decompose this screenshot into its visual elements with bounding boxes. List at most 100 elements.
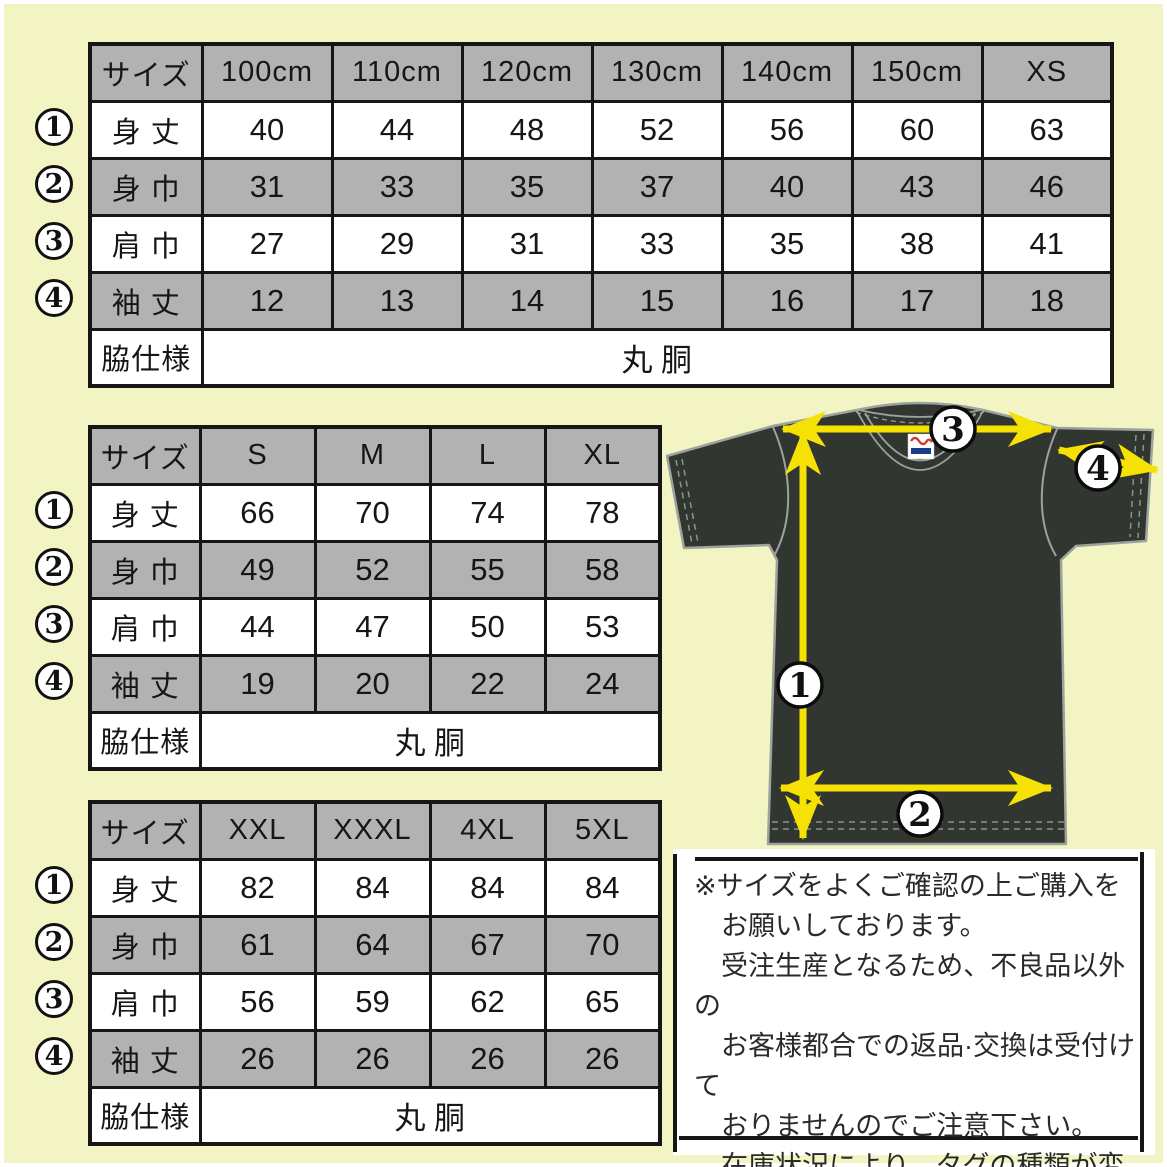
arrow-label-2: 2 (908, 795, 932, 835)
size-column-header: L (428, 425, 547, 486)
measurement-row-label: 肩 巾 (88, 213, 204, 274)
measurement-row-label: 身 巾 (88, 914, 202, 975)
measurement-value: 24 (543, 653, 662, 714)
circled-number: 2 (35, 548, 73, 586)
circled-number: 4 (35, 1037, 73, 1075)
circled-number: 2 (35, 923, 73, 961)
measurement-value: 29 (330, 213, 464, 274)
measurement-value: 20 (313, 653, 432, 714)
size-column-header: 110cm (330, 42, 464, 103)
size-column-header: XXXL (313, 800, 432, 861)
measurement-value: 52 (313, 539, 432, 600)
measurement-row: 袖 丈 26 26 26 26 (88, 1028, 662, 1089)
size-column-header: S (198, 425, 317, 486)
measurement-value: 12 (200, 270, 334, 331)
measurement-value: 63 (980, 99, 1114, 160)
measurement-row-label: 身 巾 (88, 156, 204, 217)
notice-border-top (695, 857, 1138, 861)
size-column-header: 5XL (543, 800, 662, 861)
measurement-value: 37 (590, 156, 724, 217)
measurement-value: 33 (330, 156, 464, 217)
measurement-value: 61 (198, 914, 317, 975)
measurement-value: 16 (720, 270, 854, 331)
arrow-label-1: 1 (788, 666, 812, 706)
notice-box (673, 849, 1155, 1155)
measurement-value: 26 (428, 1028, 547, 1089)
measurement-value: 31 (200, 156, 334, 217)
size-header-label: サイズ (88, 42, 204, 103)
measurement-value: 70 (313, 482, 432, 543)
measurement-row-label: 身 丈 (88, 99, 204, 160)
measurement-value: 46 (980, 156, 1114, 217)
size-column-header: 4XL (428, 800, 547, 861)
side-spec-value: 丸 胴 (200, 327, 1114, 388)
measurement-row: 肩 巾 56 59 62 65 (88, 971, 662, 1032)
measurement-value: 59 (313, 971, 432, 1032)
measurement-value: 44 (330, 99, 464, 160)
size-column-header: 100cm (200, 42, 334, 103)
size-header-label: サイズ (88, 425, 202, 486)
measurement-row: 袖 丈 12 13 14 15 16 17 18 (88, 270, 1114, 331)
measurement-row: 身 巾 49 52 55 58 (88, 539, 662, 600)
measurement-row-label: 身 巾 (88, 539, 202, 600)
measurement-row: 肩 巾 44 47 50 53 (88, 596, 662, 657)
measurement-value: 38 (850, 213, 984, 274)
measurement-value: 70 (543, 914, 662, 975)
measurement-value: 65 (543, 971, 662, 1032)
measurement-row: 身 丈 82 84 84 84 (88, 857, 662, 918)
measurement-value: 15 (590, 270, 724, 331)
notice-border-right (1140, 852, 1144, 1152)
size-column-header: M (313, 425, 432, 486)
measurement-value: 41 (980, 213, 1114, 274)
measurement-value: 18 (980, 270, 1114, 331)
size-column-header: 150cm (850, 42, 984, 103)
measurement-value: 14 (460, 270, 594, 331)
neck-tag (907, 433, 935, 460)
side-spec-value: 丸 胴 (198, 1085, 662, 1146)
side-spec-label: 脇仕様 (88, 710, 202, 771)
measurement-value: 52 (590, 99, 724, 160)
measurement-value: 13 (330, 270, 464, 331)
circled-number: 4 (35, 279, 73, 317)
measurement-value: 84 (313, 857, 432, 918)
measurement-row-label: 袖 丈 (88, 1028, 202, 1089)
measurement-value: 44 (198, 596, 317, 657)
measurement-value: 22 (428, 653, 547, 714)
arrow-label-4: 4 (1086, 449, 1110, 489)
measurement-value: 43 (850, 156, 984, 217)
measurement-value: 60 (850, 99, 984, 160)
circled-number: 1 (35, 108, 73, 146)
tshirt-measurement-diagram: 3 4 1 2 (665, 401, 1159, 846)
measurement-value: 17 (850, 270, 984, 331)
side-spec-label: 脇仕様 (88, 327, 204, 388)
measurement-value: 62 (428, 971, 547, 1032)
measurement-value: 78 (543, 482, 662, 543)
notice-border-bottom (679, 1136, 1138, 1140)
measurement-value: 67 (428, 914, 547, 975)
circled-number: 3 (35, 980, 73, 1018)
measurement-row-label: 肩 巾 (88, 971, 202, 1032)
measurement-value: 49 (198, 539, 317, 600)
measurement-row: 身 巾 61 64 67 70 (88, 914, 662, 975)
size-table-kids: サイズ 100cm 110cm 120cm 130cm 140cm 150cm XS 身 丈 40… (88, 42, 1114, 388)
circled-number: 4 (35, 662, 73, 700)
measurement-value: 64 (313, 914, 432, 975)
measurement-row: 身 丈 40 44 48 52 56 60 63 (88, 99, 1114, 160)
measurement-value: 53 (543, 596, 662, 657)
measurement-value: 84 (543, 857, 662, 918)
arrow-labels: 3 4 1 2 (776, 405, 1122, 838)
measurement-value: 82 (198, 857, 317, 918)
measurement-row-label: 袖 丈 (88, 270, 204, 331)
size-column-header: XXL (198, 800, 317, 861)
size-column-header: 130cm (590, 42, 724, 103)
size-column-header: XS (980, 42, 1114, 103)
circled-number: 2 (35, 165, 73, 203)
size-column-header: XL (543, 425, 662, 486)
measurement-value: 48 (460, 99, 594, 160)
measurement-value: 40 (720, 156, 854, 217)
circled-number: 1 (35, 491, 73, 529)
circled-number: 3 (35, 222, 73, 260)
measurement-row-label: 肩 巾 (88, 596, 202, 657)
measurement-value: 74 (428, 482, 547, 543)
